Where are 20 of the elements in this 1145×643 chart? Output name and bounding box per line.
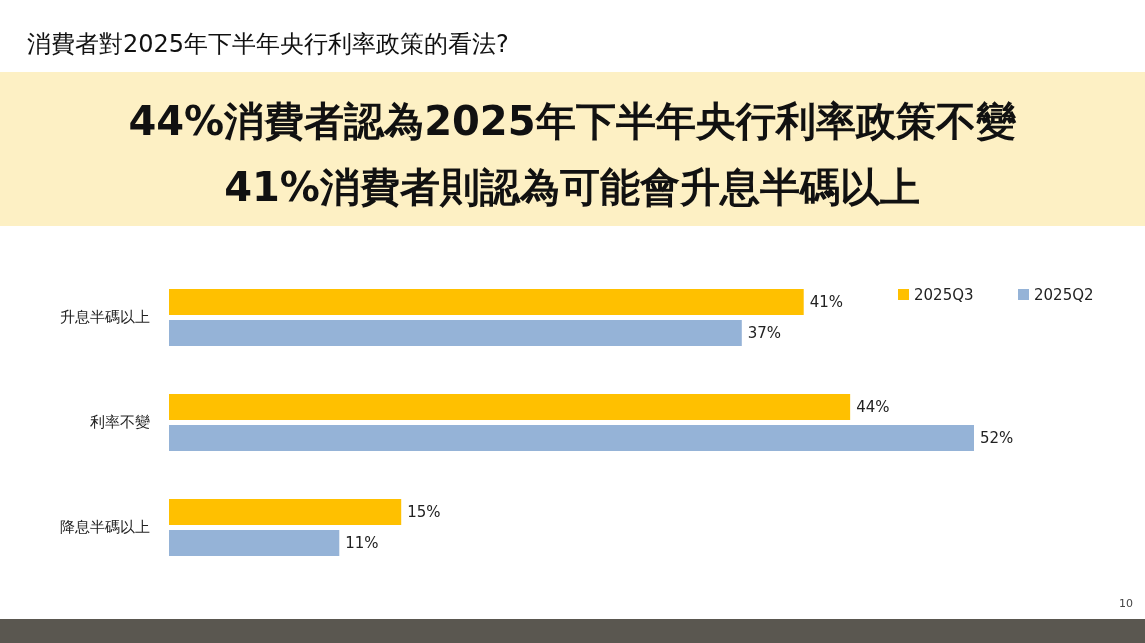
chart-title: 消費者對2025年下半年央行利率政策的看法? (27, 30, 509, 58)
bar (169, 530, 340, 556)
bar (169, 425, 974, 451)
data-label: 52% (980, 428, 1014, 447)
chart-subtitle: 44%消費者認為2025年下半年央行利率政策不變 41%消費者則認為可能會升息半碼以上 (128, 98, 1017, 210)
data-label: 44% (856, 397, 890, 416)
bar (169, 320, 742, 346)
data-label: 41% (809, 292, 844, 311)
bar (169, 394, 851, 420)
y-tick-label: 降息半碼以上 (60, 518, 150, 536)
bar (169, 289, 804, 315)
y-tick-label: 升息半碼以上 (60, 308, 150, 326)
legend-label: 2025Q3 (914, 285, 974, 304)
text: 10 (1119, 597, 1133, 610)
y-tick-label: 利率不變 (90, 413, 150, 431)
data-label: 37% (747, 323, 782, 342)
data-label: 11% (345, 533, 379, 552)
bar (169, 499, 402, 525)
data-label: 15% (407, 502, 441, 521)
legend-label: 2025Q2 (1034, 285, 1094, 304)
